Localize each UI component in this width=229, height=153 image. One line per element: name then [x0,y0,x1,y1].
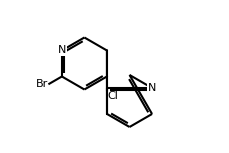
Text: N: N [57,45,66,56]
Text: Cl: Cl [107,91,118,101]
Text: N: N [147,83,155,93]
Text: Br: Br [36,79,48,89]
